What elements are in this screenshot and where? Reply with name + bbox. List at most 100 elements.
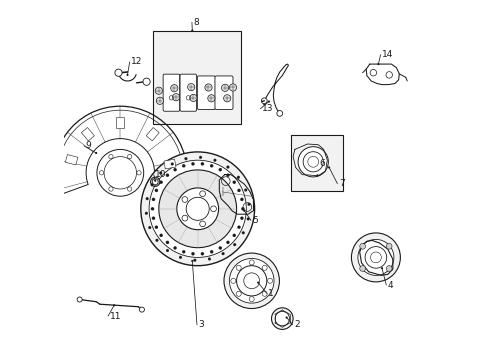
Circle shape xyxy=(126,74,128,76)
Circle shape xyxy=(95,152,97,154)
Circle shape xyxy=(237,226,240,229)
Circle shape xyxy=(298,147,327,177)
Circle shape xyxy=(232,234,235,237)
Circle shape xyxy=(201,162,203,166)
Circle shape xyxy=(230,278,235,283)
Circle shape xyxy=(261,98,266,104)
Circle shape xyxy=(77,297,82,302)
Circle shape xyxy=(357,239,393,275)
Circle shape xyxy=(154,180,156,182)
Text: 12: 12 xyxy=(131,57,142,66)
Circle shape xyxy=(159,170,236,248)
Circle shape xyxy=(165,174,169,177)
Circle shape xyxy=(155,189,158,192)
Polygon shape xyxy=(146,127,159,141)
Circle shape xyxy=(210,250,213,253)
Text: 2: 2 xyxy=(294,320,299,329)
FancyBboxPatch shape xyxy=(197,76,215,109)
Circle shape xyxy=(267,278,272,283)
Circle shape xyxy=(327,166,329,168)
Circle shape xyxy=(159,181,163,184)
Circle shape xyxy=(267,100,269,103)
Circle shape xyxy=(221,84,228,91)
Circle shape xyxy=(223,95,230,102)
Circle shape xyxy=(213,159,216,162)
Polygon shape xyxy=(116,117,124,128)
Circle shape xyxy=(193,259,196,262)
Circle shape xyxy=(199,221,205,227)
Circle shape xyxy=(156,97,163,104)
Polygon shape xyxy=(65,154,78,165)
Circle shape xyxy=(159,171,162,174)
Circle shape xyxy=(386,266,391,271)
FancyBboxPatch shape xyxy=(180,74,196,111)
Circle shape xyxy=(170,163,173,166)
Circle shape xyxy=(218,168,222,171)
Circle shape xyxy=(152,179,158,185)
Circle shape xyxy=(210,206,216,212)
Circle shape xyxy=(386,243,391,249)
Circle shape xyxy=(229,84,236,91)
Circle shape xyxy=(232,181,235,184)
Circle shape xyxy=(262,291,266,296)
Circle shape xyxy=(276,111,282,116)
Circle shape xyxy=(150,183,153,186)
Circle shape xyxy=(187,84,194,91)
Circle shape xyxy=(191,30,193,32)
Circle shape xyxy=(236,291,241,296)
Circle shape xyxy=(152,217,155,220)
Circle shape xyxy=(229,258,273,303)
Text: 10: 10 xyxy=(155,170,166,179)
Text: 6: 6 xyxy=(318,159,324,168)
Circle shape xyxy=(165,241,169,244)
Text: 8: 8 xyxy=(193,18,199,27)
Circle shape xyxy=(233,243,236,246)
Circle shape xyxy=(243,210,244,212)
Circle shape xyxy=(204,84,212,91)
FancyBboxPatch shape xyxy=(215,76,232,109)
Circle shape xyxy=(221,252,224,255)
Circle shape xyxy=(142,78,150,85)
Polygon shape xyxy=(163,159,176,169)
Circle shape xyxy=(244,189,246,192)
Circle shape xyxy=(145,197,148,200)
Circle shape xyxy=(149,160,246,257)
Circle shape xyxy=(247,203,250,206)
FancyBboxPatch shape xyxy=(163,74,179,111)
Circle shape xyxy=(257,282,259,284)
Circle shape xyxy=(191,252,194,255)
Text: 14: 14 xyxy=(381,50,392,59)
Text: 3: 3 xyxy=(198,320,204,329)
Circle shape xyxy=(155,226,158,229)
Circle shape xyxy=(285,316,287,319)
Circle shape xyxy=(226,174,229,177)
Circle shape xyxy=(144,212,147,215)
Circle shape xyxy=(237,176,240,179)
Circle shape xyxy=(159,234,163,237)
Circle shape xyxy=(241,207,244,210)
Circle shape xyxy=(226,166,229,168)
Circle shape xyxy=(155,239,158,242)
Text: 1: 1 xyxy=(268,289,273,298)
Circle shape xyxy=(316,174,318,176)
Circle shape xyxy=(182,197,187,202)
Circle shape xyxy=(207,257,210,260)
Circle shape xyxy=(210,164,213,167)
Circle shape xyxy=(155,87,162,94)
Circle shape xyxy=(151,207,154,210)
Circle shape xyxy=(207,95,215,102)
Circle shape xyxy=(141,152,254,266)
Circle shape xyxy=(152,198,155,201)
Circle shape xyxy=(182,250,185,253)
Circle shape xyxy=(249,297,254,302)
Bar xyxy=(152,31,241,124)
Circle shape xyxy=(224,253,279,309)
Circle shape xyxy=(275,311,289,326)
Circle shape xyxy=(172,94,179,101)
Circle shape xyxy=(242,231,244,234)
Circle shape xyxy=(173,246,176,249)
Circle shape xyxy=(240,217,243,220)
Circle shape xyxy=(184,157,187,160)
Circle shape xyxy=(237,189,240,192)
Circle shape xyxy=(359,266,365,271)
